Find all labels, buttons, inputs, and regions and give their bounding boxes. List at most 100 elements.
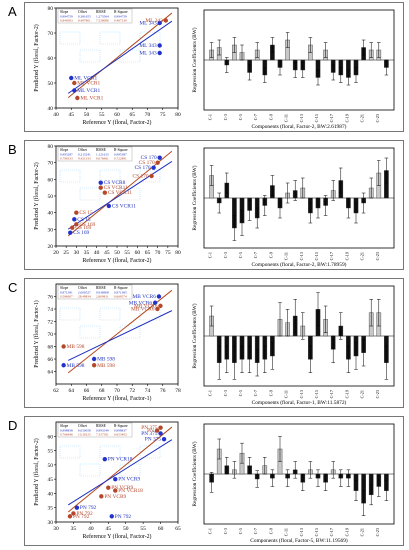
y-tick-label: 66 <box>48 357 54 363</box>
panel-d: D Slope Offset RMSE R-Square 0.998838 0.050058… <box>0 414 409 548</box>
data-point <box>158 425 163 430</box>
data-point <box>157 43 162 48</box>
y-tick-label: 76 <box>48 295 54 301</box>
data-point <box>102 190 108 195</box>
bar-x-tick-label: C-23 <box>375 390 380 398</box>
data-point <box>113 488 118 493</box>
bar-x-tick-label: C-5 <box>238 390 243 396</box>
data-point <box>157 155 162 160</box>
stats-cell: 7.357561 <box>96 433 109 437</box>
data-point <box>74 210 79 215</box>
stats-header-cell: Offset <box>78 10 87 14</box>
bar-x-tick-label: C-7 <box>253 252 258 258</box>
scatter-plot: Slope Offset RMSE R-Square 0.995287 0.215241 1… <box>33 144 181 264</box>
watermark-box <box>99 445 121 459</box>
calibration-line <box>67 150 173 237</box>
y-tick-label: 60 <box>48 434 54 440</box>
stats-cell: 10.30225 <box>78 433 91 437</box>
x-tick-label: 25 <box>63 250 69 256</box>
bar-x-tick-label: C-15 <box>314 252 319 260</box>
point-label: CS 170 <box>133 174 149 180</box>
y-tick-label: 30 <box>48 227 54 233</box>
bar-x-tick-label: C-5 <box>238 528 243 534</box>
x-axis-label: Reference Y (floral, Factor-1) <box>83 395 152 402</box>
bar-y-axis-label: Regression Coefficients (BW) <box>191 165 198 230</box>
stats-cell: 0.971391 <box>60 291 73 295</box>
point-label: ML VCR1 <box>74 76 97 82</box>
stats-cell: 7.528080 <box>96 19 109 23</box>
stats-cell: 8.487801 <box>78 19 91 23</box>
stats-cell: 1.273564 <box>96 15 109 19</box>
point-label: CS VCR11 <box>108 190 132 196</box>
x-tick-label: 45 <box>104 250 110 256</box>
scatter-axes-box <box>55 421 179 523</box>
stats-cell: 0.998837 <box>114 429 127 433</box>
bar-x-tick-label: C-13 <box>299 252 304 260</box>
data-point <box>72 217 77 222</box>
panel-svg: Slope Offset RMSE R-Square 0.998838 0.050058 0… <box>33 421 395 544</box>
stats-cell: 0.050058 <box>78 429 91 433</box>
x-tick-label: 55 <box>99 112 105 118</box>
stats-header-cell: RMSE <box>96 286 107 290</box>
data-point <box>106 485 111 490</box>
scatter-plot: Slope Offset RMSE R-Square 0.971391 2.000527 0… <box>33 283 181 402</box>
x-tick-label: 35 <box>84 250 90 256</box>
data-point <box>113 476 118 482</box>
x-tick-label: 74 <box>145 388 151 394</box>
point-label: ML 343 <box>139 51 157 57</box>
data-point <box>158 303 163 309</box>
validation-line <box>67 439 173 506</box>
point-label: MB VCR6 <box>131 307 155 313</box>
data-point <box>155 306 160 312</box>
x-tick-label: 70 <box>145 112 151 118</box>
y-tick-label: 50 <box>48 463 54 469</box>
bar-x-tick-label: C-9 <box>268 528 273 534</box>
point-label: CS 169 <box>73 230 89 236</box>
point-label: CS 170 <box>141 155 157 161</box>
data-point <box>102 456 108 462</box>
y-tick-label: 70 <box>48 161 54 167</box>
coefficient-bar-chart: C-1 C-3 C-5 C-7 C-9 C-11 C-13 C-15 C-17 C-19 C-21 C… <box>191 285 395 406</box>
x-tick-label: 55 <box>124 250 130 256</box>
watermark-box <box>99 31 121 45</box>
x-tick-label: 30 <box>74 250 80 256</box>
x-tick-label: 75 <box>165 250 171 256</box>
stats-cell: 0.669574 <box>114 295 127 299</box>
point-label: MB VCR6 <box>129 300 153 306</box>
point-label: CS 169 <box>79 222 95 228</box>
stats-cell: 0.936908 <box>96 291 109 295</box>
x-tick-label: 30 <box>53 526 59 532</box>
point-label: PN VCR9 <box>111 485 133 491</box>
bar-x-axis-label: Components (floral, Factor-2, BW:2.61987… <box>252 123 347 130</box>
bar-x-axis-label: Components (floral, Factor-1, BW:11.5872… <box>252 399 347 406</box>
y-tick-label: 40 <box>48 491 54 497</box>
data-point <box>157 20 162 26</box>
bar-x-tick-label: C-17 <box>329 252 334 260</box>
bar-x-tick-label: C-15 <box>314 390 319 398</box>
bar-y-axis-label: Regression Coefficients (BW) <box>191 441 198 506</box>
x-axis-label: Reference Y (floral, Factor-2) <box>83 119 152 126</box>
bar-x-tick-label: C-23 <box>375 114 380 122</box>
panel-svg: Slope Offset RMSE R-Square 0.971391 2.000527 0… <box>33 283 395 406</box>
x-tick-label: 70 <box>155 250 161 256</box>
x-tick-label: 72 <box>130 388 136 394</box>
point-label: PN 375 <box>141 431 158 437</box>
data-point <box>99 494 104 499</box>
data-point <box>151 165 156 170</box>
data-point <box>91 356 97 362</box>
bar-x-tick-label: C-19 <box>344 252 349 260</box>
y-tick-label: 40 <box>48 211 54 217</box>
point-label: ML VCR1 <box>80 96 103 102</box>
bar-x-tick-label: C-17 <box>329 528 334 536</box>
point-label: MB 598 <box>67 344 85 350</box>
y-tick-label: 50 <box>48 194 54 200</box>
bar-x-tick-label: C-1 <box>208 390 213 396</box>
bar-x-tick-label: C-1 <box>208 114 213 120</box>
x-tick-label: 78 <box>175 388 181 394</box>
panel-a: A Slope Offset RMSE R-Square 0.994759 0.381655… <box>0 0 409 134</box>
watermark-box <box>79 463 101 477</box>
data-point <box>161 436 167 442</box>
point-label: CS VCR8 <box>104 180 126 186</box>
data-point <box>67 514 73 519</box>
